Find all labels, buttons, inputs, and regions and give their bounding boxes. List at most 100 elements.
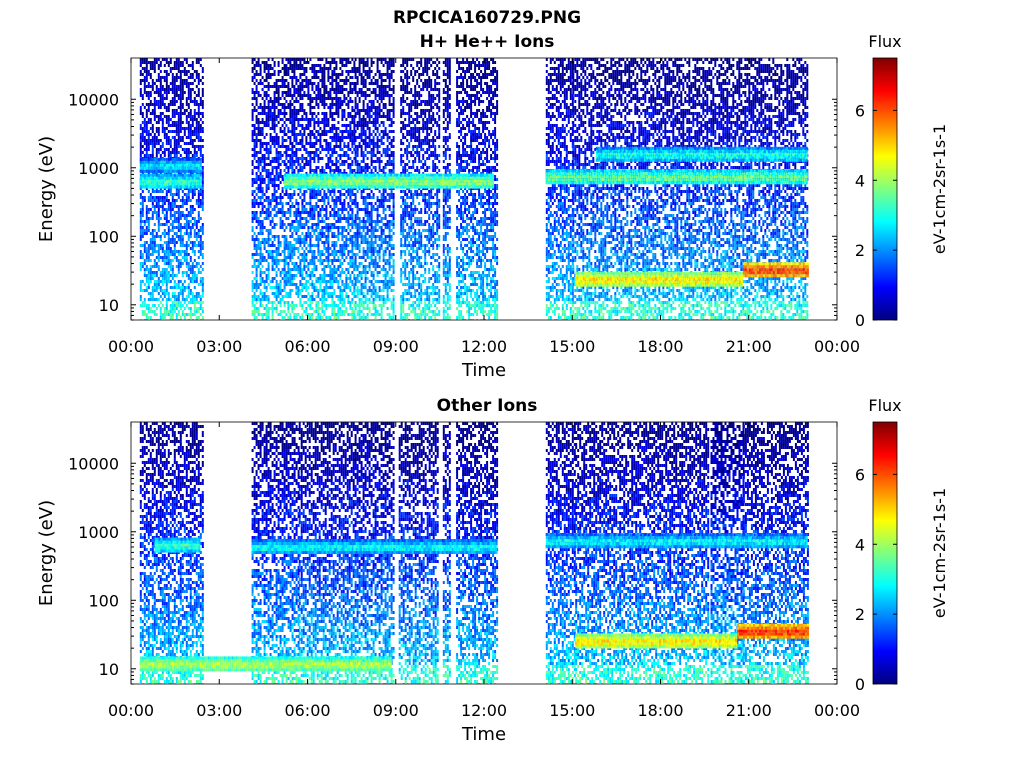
flux-cell (333, 88, 336, 91)
flux-cell (349, 88, 352, 91)
flux-cell (335, 313, 338, 316)
flux-cell (311, 283, 314, 286)
flux-cell (287, 250, 290, 253)
flux-cell (183, 79, 186, 82)
flux-cell (337, 91, 340, 94)
flux-cell (321, 295, 324, 298)
flux-cell (309, 316, 312, 319)
flux-cell (323, 274, 326, 277)
flux-cell (364, 124, 367, 127)
flux-cell (281, 130, 284, 133)
flux-cell (356, 238, 359, 241)
flux-cell (183, 313, 186, 316)
flux-cell (163, 262, 166, 265)
flux-cell (321, 235, 324, 238)
flux-cell (271, 316, 274, 319)
flux-cell (317, 58, 320, 61)
flux-cell (183, 271, 186, 274)
flux-cell (295, 76, 298, 79)
flux-cell (267, 118, 270, 121)
flux-cell (309, 196, 312, 199)
flux-cell (185, 202, 188, 205)
flux-cell (323, 130, 326, 133)
flux-cell (165, 70, 168, 73)
flux-cell (161, 259, 164, 262)
flux-cell (201, 262, 204, 265)
flux-cell (287, 208, 290, 211)
flux-cell (277, 88, 280, 91)
flux-cell (171, 250, 174, 253)
flux-cell (362, 133, 365, 136)
flux-cell (305, 61, 308, 64)
flux-cell (315, 166, 318, 169)
flux-cell (259, 292, 262, 295)
flux-cell (139, 295, 142, 298)
flux-cell (351, 58, 354, 61)
flux-cell (161, 250, 164, 253)
flux-cell (167, 226, 170, 229)
flux-cell (255, 139, 258, 142)
flux-cell (319, 307, 322, 310)
flux-cell (362, 307, 365, 310)
flux-cell (199, 58, 202, 61)
flux-cell (151, 304, 154, 307)
flux-cell (261, 196, 264, 199)
flux-cell (321, 199, 324, 202)
flux-cell (185, 121, 188, 124)
flux-cell (179, 262, 182, 265)
flux-cell (283, 139, 286, 142)
flux-cell (255, 142, 258, 145)
flux-cell (275, 136, 278, 139)
flux-cell (183, 127, 186, 130)
flux-cell (201, 190, 204, 193)
flux-cell (271, 208, 274, 211)
flux-cell (183, 172, 186, 175)
flux-cell (261, 118, 264, 121)
flux-cell (263, 136, 266, 139)
flux-cell (317, 85, 320, 88)
flux-cell (263, 163, 266, 166)
flux-cell (143, 313, 146, 316)
flux-cell (153, 280, 156, 283)
flux-cell (269, 232, 272, 235)
flux-cell (333, 112, 336, 115)
flux-cell (313, 244, 316, 247)
flux-cell (283, 250, 286, 253)
flux-cell (301, 259, 304, 262)
flux-cell (181, 190, 184, 193)
flux-cell (323, 286, 326, 289)
flux-cell (171, 67, 174, 70)
flux-cell (167, 277, 170, 280)
flux-cell (341, 109, 344, 112)
flux-cell (275, 271, 278, 274)
flux-cell (197, 214, 200, 217)
flux-cell (179, 301, 182, 304)
flux-cell (301, 169, 304, 172)
flux-cell (287, 148, 290, 151)
flux-cell (325, 172, 328, 175)
flux-cell (151, 103, 154, 106)
flux-cell (145, 103, 148, 106)
flux-cell (257, 319, 260, 320)
flux-cell (335, 244, 338, 247)
flux-cell (149, 310, 152, 313)
flux-cell (163, 103, 166, 106)
flux-cell (303, 241, 306, 244)
flux-cell (331, 97, 334, 100)
flux-cell (153, 238, 156, 241)
flux-cell (275, 202, 278, 205)
flux-cell (331, 118, 334, 121)
flux-cell (265, 295, 268, 298)
flux-cell (321, 148, 324, 151)
flux-cell (331, 244, 334, 247)
flux-cell (153, 250, 156, 253)
flux-cell (139, 208, 142, 211)
flux-cell (189, 316, 192, 319)
flux-cell (366, 151, 369, 154)
flux-cell (364, 241, 367, 244)
flux-cell (291, 82, 294, 85)
flux-cell (315, 244, 318, 247)
flux-cell (199, 313, 202, 316)
flux-cell (291, 76, 294, 79)
flux-cell (197, 283, 200, 286)
